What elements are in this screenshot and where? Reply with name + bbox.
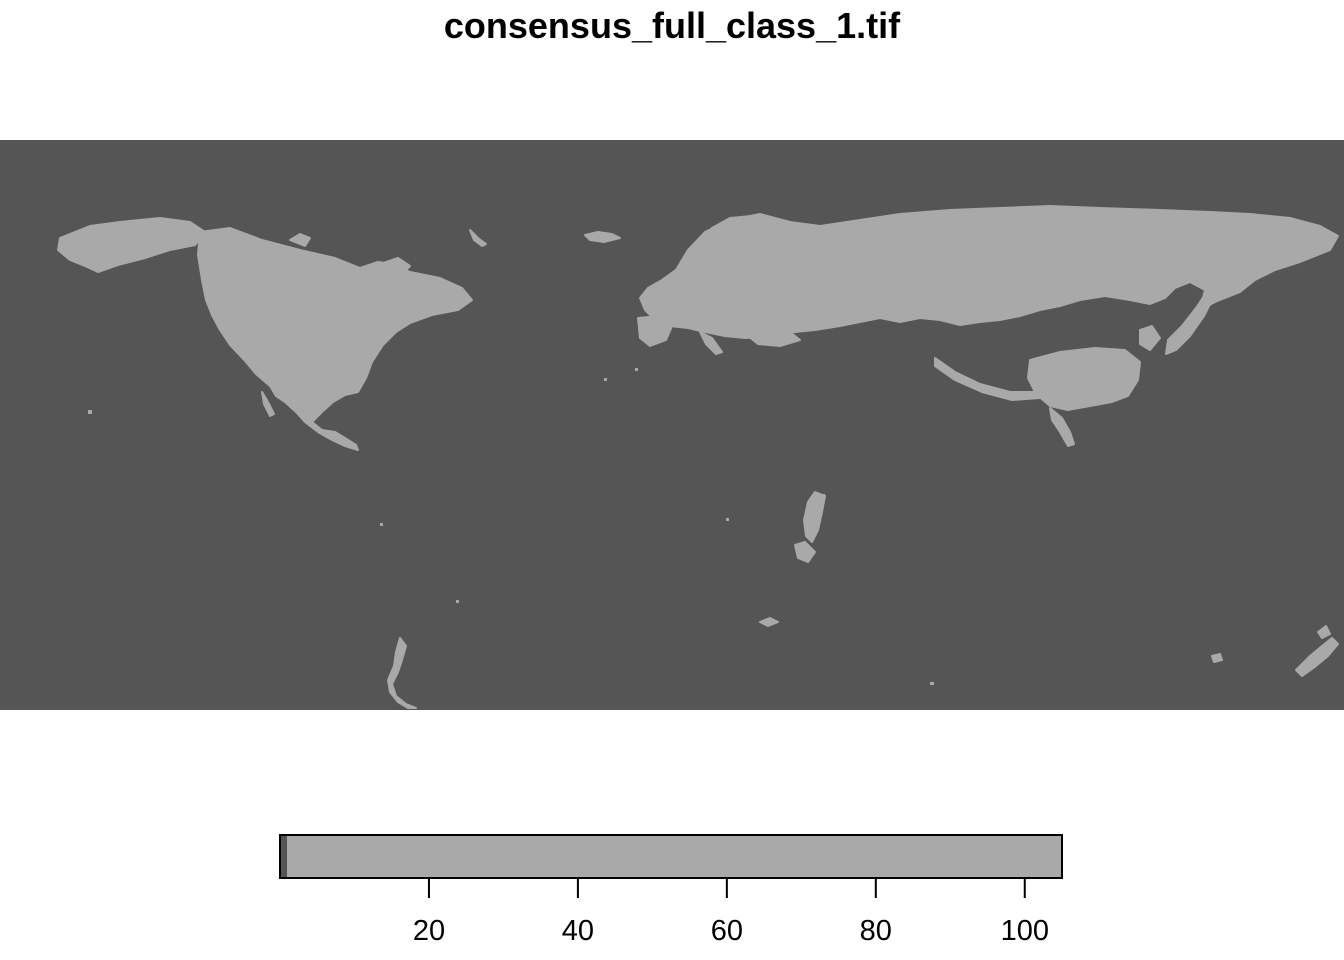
land-se-asia <box>1049 407 1075 447</box>
raster-map <box>0 140 1344 710</box>
land-greenland-fragments <box>584 231 621 243</box>
legend-tick-label: 60 <box>711 915 743 947</box>
land-areas <box>57 205 1339 709</box>
land-specks <box>88 368 934 685</box>
land-south-africa-coast <box>759 617 779 627</box>
land-japan <box>1165 289 1215 355</box>
land-baja <box>261 391 275 417</box>
land-north-america <box>197 227 473 423</box>
land-labrador <box>379 257 411 275</box>
land-eurasia <box>639 205 1339 339</box>
land-africa-fragment-2 <box>794 541 816 563</box>
land-new-zealand-north <box>1317 625 1331 639</box>
legend-tick-label: 100 <box>1001 915 1049 947</box>
land-australia-fragment <box>1211 653 1223 663</box>
land-arctic-islands <box>289 233 311 247</box>
land-alaska <box>57 217 206 273</box>
land-new-zealand-south <box>1295 637 1339 677</box>
legend-ticks: 20 40 60 80 100 <box>413 878 1049 947</box>
legend-high-segment <box>287 835 1062 878</box>
page-title: consensus_full_class_1.tif <box>443 5 901 46</box>
land-africa-fragment-1 <box>803 491 826 543</box>
legend-tick-label: 80 <box>860 915 892 947</box>
legend-tick-label: 20 <box>413 915 445 947</box>
land-patagonia <box>387 637 417 709</box>
legend-low-segment <box>280 835 287 878</box>
land-turkey <box>747 331 801 347</box>
land-scandinavia <box>699 215 766 261</box>
land-iceland-fragment <box>469 229 487 247</box>
color-legend: 20 40 60 80 100 <box>279 834 1063 947</box>
land-iberia <box>637 315 673 347</box>
land-italy <box>699 331 723 355</box>
legend-tick-label: 40 <box>562 915 594 947</box>
land-mexico <box>269 385 359 451</box>
land-china <box>1027 347 1141 411</box>
legend-frame <box>279 834 1063 879</box>
land-korea <box>1139 325 1161 351</box>
